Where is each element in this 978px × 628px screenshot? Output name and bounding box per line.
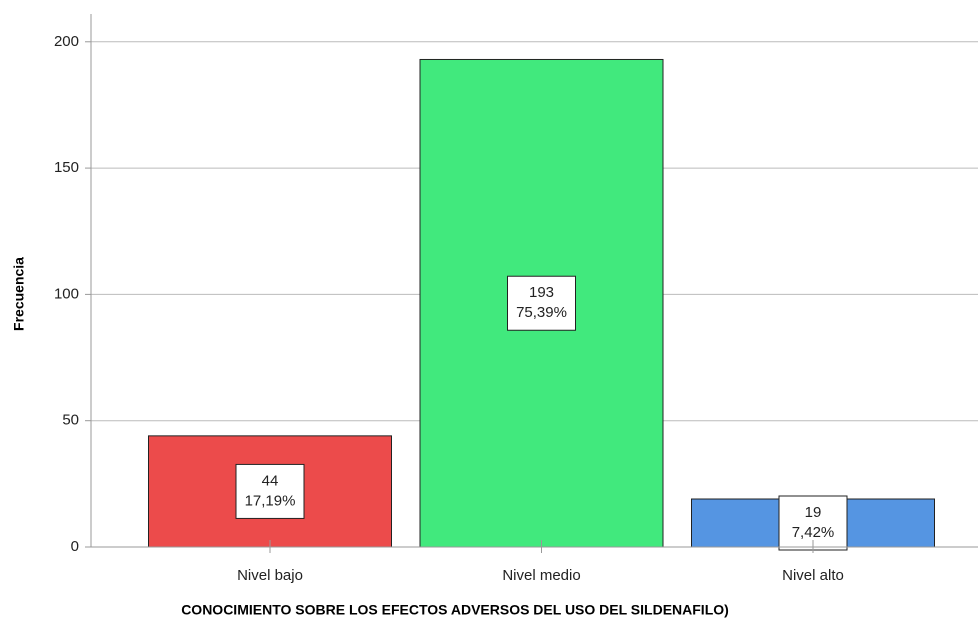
x-tick-label: Nivel bajo: [237, 567, 303, 584]
y-tick-label: 100: [54, 285, 79, 302]
y-tick-label: 200: [54, 33, 79, 50]
data-label-box: [507, 275, 576, 331]
data-label-percent: 7,42%: [792, 524, 835, 541]
x-tick-label: Nivel medio: [502, 567, 580, 584]
data-label-percent: 17,19%: [245, 492, 296, 509]
bar: [419, 58, 664, 548]
x-tick-label: Nivel alto: [782, 567, 844, 584]
data-label: 44: [262, 472, 279, 489]
data-label: 193: [529, 284, 554, 301]
y-tick-label: 150: [54, 159, 79, 176]
y-tick-label: 50: [62, 412, 79, 429]
y-axis-title: Frecuencia: [11, 257, 27, 331]
x-axis-title: CONOCIMIENTO SOBRE LOS EFECTOS ADVERSOS …: [181, 602, 729, 618]
data-label-box: [235, 463, 305, 519]
data-label: 19: [805, 504, 822, 521]
y-tick-label: 0: [71, 538, 79, 555]
data-label-percent: 75,39%: [516, 304, 567, 321]
